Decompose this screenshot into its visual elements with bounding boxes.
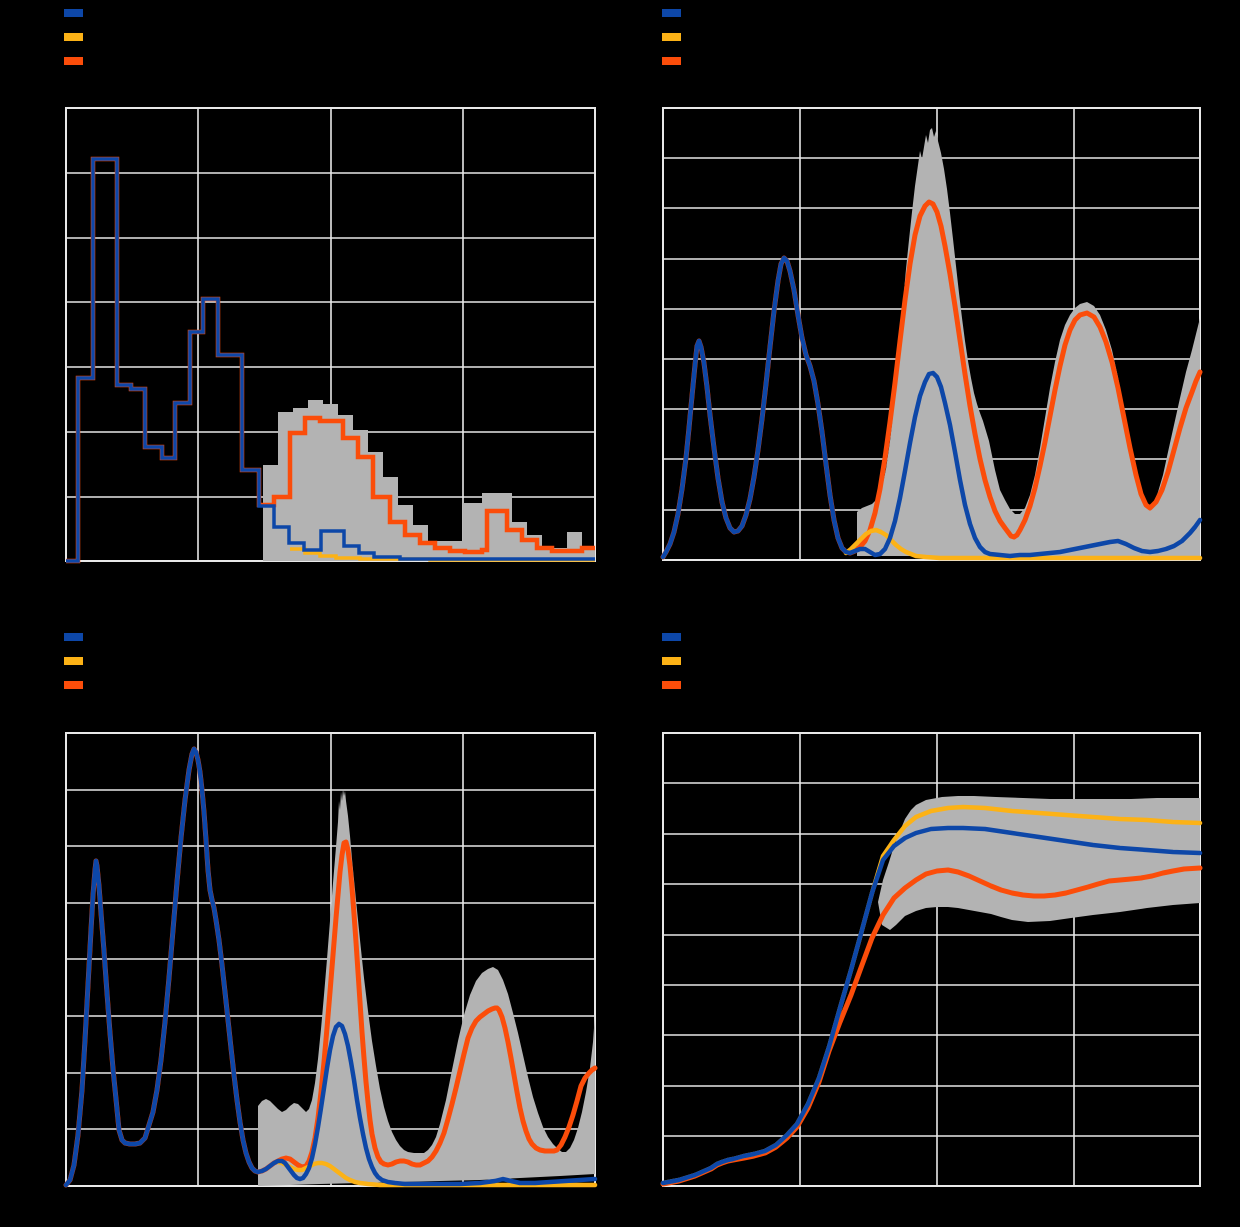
series-blue — [660, 255, 1203, 560]
legend-swatch-blue — [64, 9, 83, 17]
legend-swatch-blue — [64, 633, 83, 641]
plot-frame — [662, 732, 1201, 1187]
panel-top-left — [64, 9, 596, 564]
legend-swatch-orange — [662, 681, 681, 689]
legend-swatch-orange — [64, 681, 83, 689]
plot-frame — [65, 732, 596, 1187]
series-blue — [660, 825, 1203, 1186]
legend-swatch-blue — [662, 633, 681, 641]
legend-swatch-orange — [662, 57, 681, 65]
series-blue — [63, 746, 598, 1188]
legend-swatch-yellow — [64, 33, 83, 41]
legend-swatch-yellow — [662, 33, 681, 41]
legend-swatch-yellow — [662, 657, 681, 665]
panel-bottom-left — [63, 633, 598, 1188]
uncertainty-band — [258, 789, 595, 1186]
legend-swatch-yellow — [64, 657, 83, 665]
panel-bottom-right — [660, 633, 1203, 1187]
panel-top-right — [660, 9, 1203, 561]
legend-swatch-blue — [662, 9, 681, 17]
series-yellow — [843, 527, 1203, 561]
series-blue — [66, 157, 595, 563]
series-yellow — [275, 1159, 598, 1188]
legend-swatch-orange — [64, 57, 83, 65]
